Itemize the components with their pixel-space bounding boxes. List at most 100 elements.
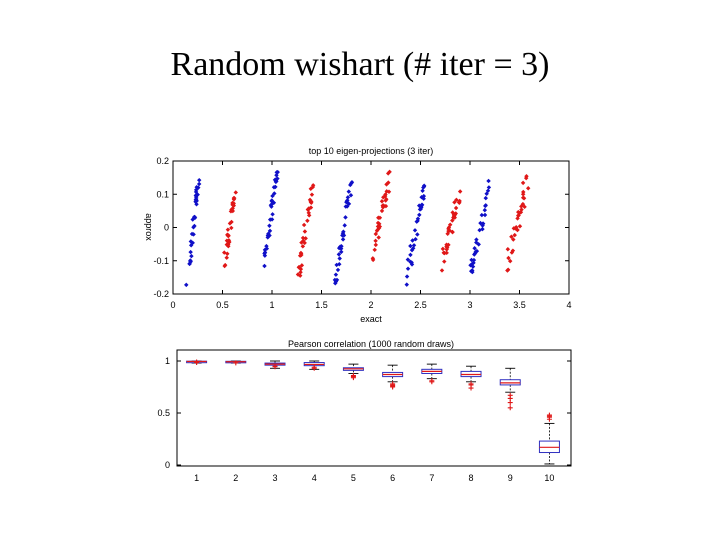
scatter-point [505, 268, 510, 273]
scatter-point [340, 237, 346, 242]
scatter-point [191, 214, 197, 220]
scatter-point [196, 181, 202, 187]
scatter-point [305, 218, 310, 223]
scatter-point [409, 260, 414, 265]
scatter-point [417, 207, 423, 212]
scatter-point [439, 268, 445, 273]
scatter-point [480, 223, 485, 228]
scatter-point [445, 245, 450, 250]
scatter-point [346, 201, 352, 207]
scatter-point [262, 253, 268, 258]
scatter-point [404, 274, 410, 279]
scatter-point [511, 237, 516, 242]
scatter-point [373, 242, 379, 248]
scatter-point [308, 205, 314, 210]
scatter-point [309, 192, 315, 197]
scatter-xtick-label: 2.5 [414, 300, 427, 310]
scatter-point [452, 200, 457, 205]
scatter-point [370, 257, 376, 263]
scatter-point [226, 233, 231, 239]
scatter-point [410, 238, 415, 243]
scatter-ytick-label: 0.1 [156, 189, 169, 199]
box-9 [499, 367, 521, 411]
scatter-point [386, 189, 392, 194]
scatter-point [348, 193, 354, 198]
box-xtick-label: 8 [469, 473, 474, 483]
scatter-point [189, 253, 194, 259]
scatter-xtick-label: 3 [467, 300, 472, 310]
box-xtick-label: 2 [233, 473, 238, 483]
scatter-point [341, 229, 346, 234]
scatter-point [516, 213, 521, 218]
scatter-point [470, 261, 476, 266]
scatter-point [196, 185, 201, 190]
slide-title: Random wishart (# iter = 3) [170, 46, 550, 83]
scatter-series-4 [295, 183, 316, 278]
scatter-point [265, 235, 270, 240]
scatter-point [384, 182, 389, 187]
scatter-point [345, 195, 351, 200]
box-outlier [390, 384, 396, 390]
box-5 [342, 363, 364, 381]
scatter-point [486, 185, 492, 190]
scatter-point [486, 178, 491, 184]
box-outlier [429, 379, 435, 385]
scatter-point [387, 169, 392, 175]
scatter-point [476, 242, 481, 247]
scatter-point [483, 195, 489, 201]
scatter-point [273, 184, 278, 190]
scatter-point [300, 235, 306, 241]
scatter-point [343, 215, 348, 220]
scatter-xtick-label: 4 [566, 300, 571, 310]
scatter-point [478, 220, 483, 226]
scatter-point [509, 250, 515, 255]
box-outlier [233, 360, 239, 366]
box-xtick-label: 1 [194, 473, 199, 483]
scatter-point [451, 213, 457, 219]
scatter-point [408, 243, 413, 249]
scatter-point [520, 192, 526, 197]
scatter-point [298, 270, 303, 275]
scatter-series-6 [370, 169, 392, 263]
scatter-point [506, 255, 511, 261]
scatter-point [298, 250, 304, 256]
scatter-ytick-label: -0.2 [153, 289, 169, 299]
scatter-point [450, 218, 455, 223]
scatter-point [484, 191, 489, 196]
box-ytick-label: 0.5 [157, 408, 170, 418]
scatter-point [262, 263, 267, 269]
scatter-xtick-label: 1.5 [315, 300, 328, 310]
scatter-point [482, 212, 488, 218]
scatter-point [415, 216, 421, 221]
scatter-point [226, 243, 231, 249]
scatter-point [379, 208, 385, 214]
scatter-series-3 [262, 169, 280, 269]
scatter-xtick-label: 1 [269, 300, 274, 310]
scatter-point [516, 209, 521, 215]
scatter-point [342, 223, 347, 228]
scatter-point [195, 192, 200, 197]
scatter-point [270, 212, 275, 217]
box-xtick-label: 7 [429, 473, 434, 483]
scatter-point [194, 196, 199, 202]
scatter-point [272, 191, 277, 196]
scatter-point [273, 179, 279, 185]
scatter-point [310, 183, 316, 188]
scatter-point [187, 261, 192, 267]
scatter-point [346, 189, 352, 194]
scatter-point [333, 272, 339, 277]
scatter-point [509, 234, 514, 239]
scatter-point [373, 238, 378, 244]
scatter-point [309, 199, 314, 204]
scatter-point [470, 269, 475, 275]
box-xtick-label: 5 [351, 473, 356, 483]
scatter-point [380, 203, 385, 208]
scatter-point [225, 251, 230, 256]
scatter-point [450, 210, 455, 215]
scatter-point [188, 249, 193, 255]
scatter-point [269, 204, 274, 209]
box-outlier [507, 400, 513, 406]
scatter-xtick-label: 3.5 [513, 300, 526, 310]
scatter-point [404, 282, 409, 287]
scatter-point [383, 198, 388, 203]
